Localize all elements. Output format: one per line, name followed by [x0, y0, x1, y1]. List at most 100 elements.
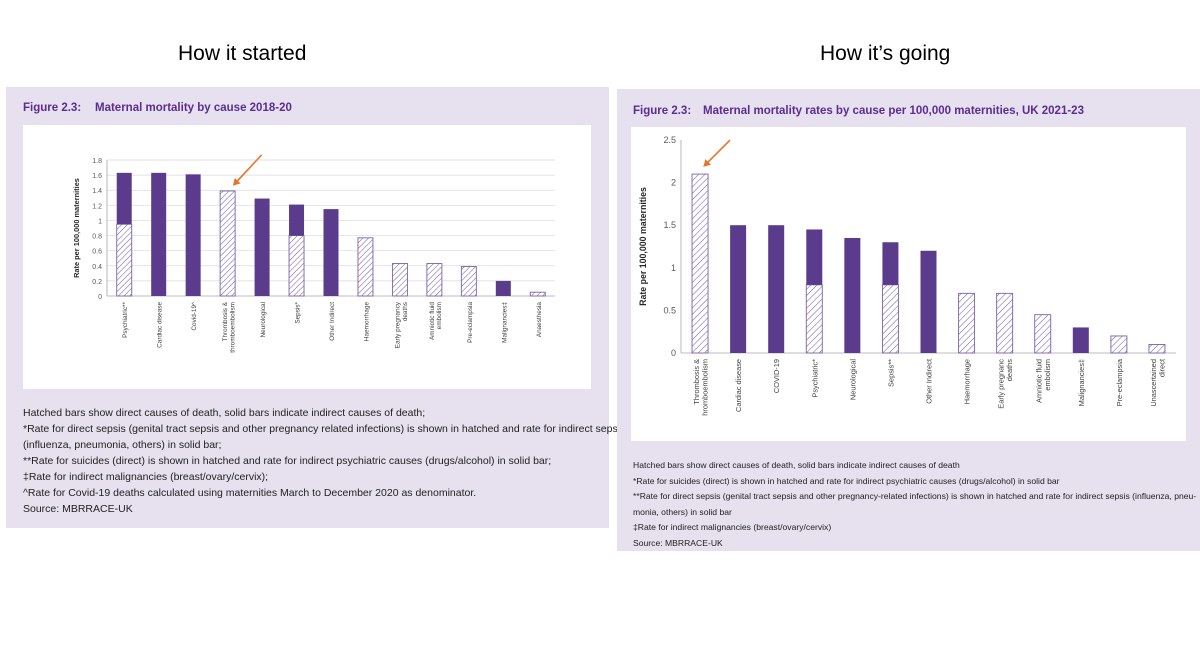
left-chart-area: 0 0.2 0.4 0.6 0.8 1 1.2 1.4 1.6 1.8 Rate per 100,0… — [23, 125, 591, 389]
y-tick-label: 1.8 — [92, 158, 102, 165]
x-category-label: Psychiatric* — [810, 359, 819, 398]
bar-indirect — [495, 280, 511, 296]
x-category-label: Amniotic fluidembolism — [429, 302, 443, 340]
bar-indirect — [844, 237, 861, 353]
left-heading: How it started — [178, 42, 307, 65]
x-category-label: Malignancies‡ — [1077, 359, 1086, 406]
x-category-label: Pre-eclampsia — [1115, 358, 1124, 406]
left-note: **Rate for suicides (direct) is shown in… — [23, 455, 552, 467]
y-tick-label: 0.5 — [663, 305, 676, 315]
bar-direct — [116, 223, 133, 297]
x-category-label: Pre-eclampsia — [467, 302, 474, 343]
bar-direct — [1110, 335, 1128, 354]
x-category-label: Amniotic fluidembolism — [1035, 359, 1053, 403]
right-figure-title-text: Maternal mortality rates by cause per 10… — [703, 105, 1084, 117]
y-tick-label: 1 — [98, 218, 102, 225]
bar-direct — [1034, 314, 1052, 354]
bar-direct — [691, 173, 709, 354]
left-figure-title-text: Maternal mortality by cause 2018-20 — [95, 102, 292, 114]
x-category-label: Anaesthesia — [536, 302, 543, 338]
x-category-label: Haemorrhage — [363, 302, 370, 342]
left-note: (influenza, pneumonia, others) in solid … — [23, 439, 222, 451]
bar-indirect — [254, 198, 270, 296]
x-category-label: Sepsis* — [295, 301, 302, 323]
x-category-label: Neurological — [260, 302, 267, 338]
right-notes: Hatched bars show direct causes of death… — [633, 458, 1198, 551]
annotation-arrow — [703, 139, 731, 167]
bar-indirect — [185, 174, 201, 296]
y-tick-label: 0 — [98, 294, 102, 301]
bar-direct — [357, 237, 374, 297]
x-category-label: COVID-19 — [772, 359, 781, 393]
y-axis-label: Rate per 100,000 maternities — [638, 187, 648, 306]
bar-direct — [219, 190, 236, 297]
right-note: ‡Rate for indirect malignancies (breast/… — [633, 522, 832, 532]
right-note: Hatched bars show direct causes of death… — [633, 460, 960, 470]
right-figure-panel: Figure 2.3: Maternal mortality rates by c… — [617, 89, 1200, 551]
right-chart-area: 0 0.5 1 1.5 2 2.5 Rate per 100,000 maternities… — [631, 127, 1186, 441]
x-category-label: Haemorrhage — [963, 359, 972, 404]
bar-direct — [996, 292, 1014, 354]
bar-indirect — [116, 172, 132, 225]
right-note: monia, others) in solid bar — [633, 506, 732, 517]
bar-indirect — [151, 172, 167, 296]
bar-indirect — [882, 242, 899, 285]
y-axis-label: Rate per 100,000 maternities — [72, 178, 81, 278]
x-category-label: Thrombosis &hromboembolism — [692, 359, 710, 416]
x-category-label: Cardiac disease — [734, 359, 743, 412]
bar-indirect — [323, 209, 339, 296]
bar-indirect — [730, 225, 747, 353]
left-figure-panel: Figure 2.3: Maternal mortality by cause 2… — [6, 87, 626, 528]
left-bar-chart: 0 0.2 0.4 0.6 0.8 1 1.2 1.4 1.6 1.8 Rate per 100,0… — [72, 154, 555, 353]
bar-direct — [529, 291, 546, 297]
x-category-label: Early pregnancydeaths — [394, 301, 408, 348]
bar-direct — [958, 292, 976, 354]
left-note: ^Rate for Covid-19 deaths calculated usi… — [23, 487, 477, 499]
y-tick-label: 2 — [671, 178, 676, 188]
right-note: *Rate for suicides (direct) is shown in … — [633, 475, 1060, 486]
x-category-label: Neurological — [848, 359, 857, 400]
right-figure-number: Figure 2.3: — [633, 105, 692, 117]
bar-direct — [391, 263, 408, 297]
y-tick-label: 0.6 — [92, 249, 102, 256]
y-tick-label: 1.4 — [92, 188, 102, 195]
x-category-label: Unascertaineddirect — [1149, 359, 1167, 407]
x-category-label: Cardiac disease — [157, 302, 164, 348]
annotation-arrow — [232, 154, 263, 186]
y-tick-label: 1.6 — [92, 173, 102, 180]
x-category-label: Sepsis** — [886, 359, 895, 387]
left-note: *Rate for direct sepsis (genital tract s… — [23, 423, 626, 435]
y-tick-label: 0.8 — [92, 234, 102, 241]
x-category-label: Psychiatric** — [122, 301, 129, 337]
y-tick-label: 0.4 — [92, 264, 102, 271]
bar-direct — [426, 263, 443, 297]
right-bar-chart: 0 0.5 1 1.5 2 2.5 Rate per 100,000 maternities… — [638, 135, 1176, 416]
right-note: Source: MBRRACE-UK — [633, 537, 723, 548]
bar-indirect — [920, 250, 937, 353]
x-category-label: Early pregnancdeaths — [997, 359, 1015, 409]
bar-indirect — [806, 229, 823, 285]
x-category-label: Covid-19^ — [191, 302, 198, 331]
right-note: **Rate for direct sepsis (genital tract … — [633, 491, 1197, 501]
left-figure-title: Figure 2.3: Maternal mortality by cause 2… — [23, 102, 292, 114]
bar-indirect — [289, 204, 305, 236]
bar-direct — [881, 284, 899, 354]
bar-indirect — [1072, 327, 1089, 353]
bar-indirect — [768, 225, 785, 353]
y-tick-label: 0.2 — [92, 279, 102, 286]
left-notes: Hatched bars show direct causes of death… — [23, 405, 626, 517]
bar-direct — [288, 235, 305, 297]
y-tick-label: 1.5 — [663, 220, 676, 230]
bar-direct — [805, 284, 823, 354]
left-note: Source: MBRRACE-UK — [23, 503, 133, 515]
bar-direct — [1148, 344, 1166, 354]
y-tick-label: 2.5 — [663, 135, 676, 145]
x-category-label: Malignancies‡ — [501, 302, 508, 343]
x-category-label: Thrombosis &thromboembolism — [222, 301, 236, 353]
bar-direct — [460, 266, 477, 297]
x-category-label: Other Indirect — [925, 359, 934, 404]
left-note: Hatched bars show direct causes of death… — [23, 407, 426, 419]
left-note: ‡Rate for indirect malignancies (breast/… — [23, 471, 269, 483]
right-figure-title: Figure 2.3: Maternal mortality rates by c… — [633, 105, 1084, 117]
left-figure-number: Figure 2.3: — [23, 102, 82, 114]
